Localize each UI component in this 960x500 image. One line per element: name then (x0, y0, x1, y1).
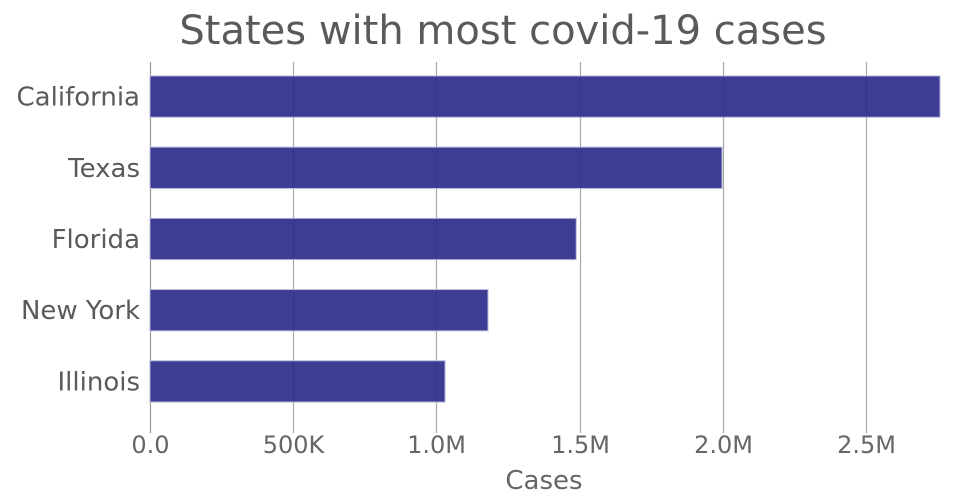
category-label: New York (21, 296, 140, 326)
bar-california (149, 75, 941, 118)
category-label: California (17, 83, 140, 113)
x-axis-label: Cases (505, 466, 582, 496)
bars (149, 75, 941, 403)
x-tick-label: 500K (263, 431, 326, 459)
x-tick-label: 2.0M (694, 431, 753, 459)
bar-new-york (149, 289, 489, 332)
category-label: Texas (67, 154, 140, 184)
bar-florida (149, 217, 577, 261)
bar-illinois (149, 360, 446, 403)
bar-texas (149, 146, 723, 189)
x-tick-label: 0.0 (131, 431, 169, 459)
category-label: Florida (52, 225, 140, 255)
x-tick-label: 1.0M (407, 431, 466, 459)
chart-title: States with most covid-19 cases (179, 8, 826, 54)
x-tick-labels: 0.0 500K 1.0M 1.5M 2.0M 2.5M (131, 431, 896, 459)
x-tick-label: 2.5M (837, 431, 896, 459)
category-label: Illinois (58, 367, 141, 397)
y-category-labels: California Texas Florida New York Illinois (17, 83, 140, 398)
x-tick-label: 1.5M (551, 431, 610, 459)
